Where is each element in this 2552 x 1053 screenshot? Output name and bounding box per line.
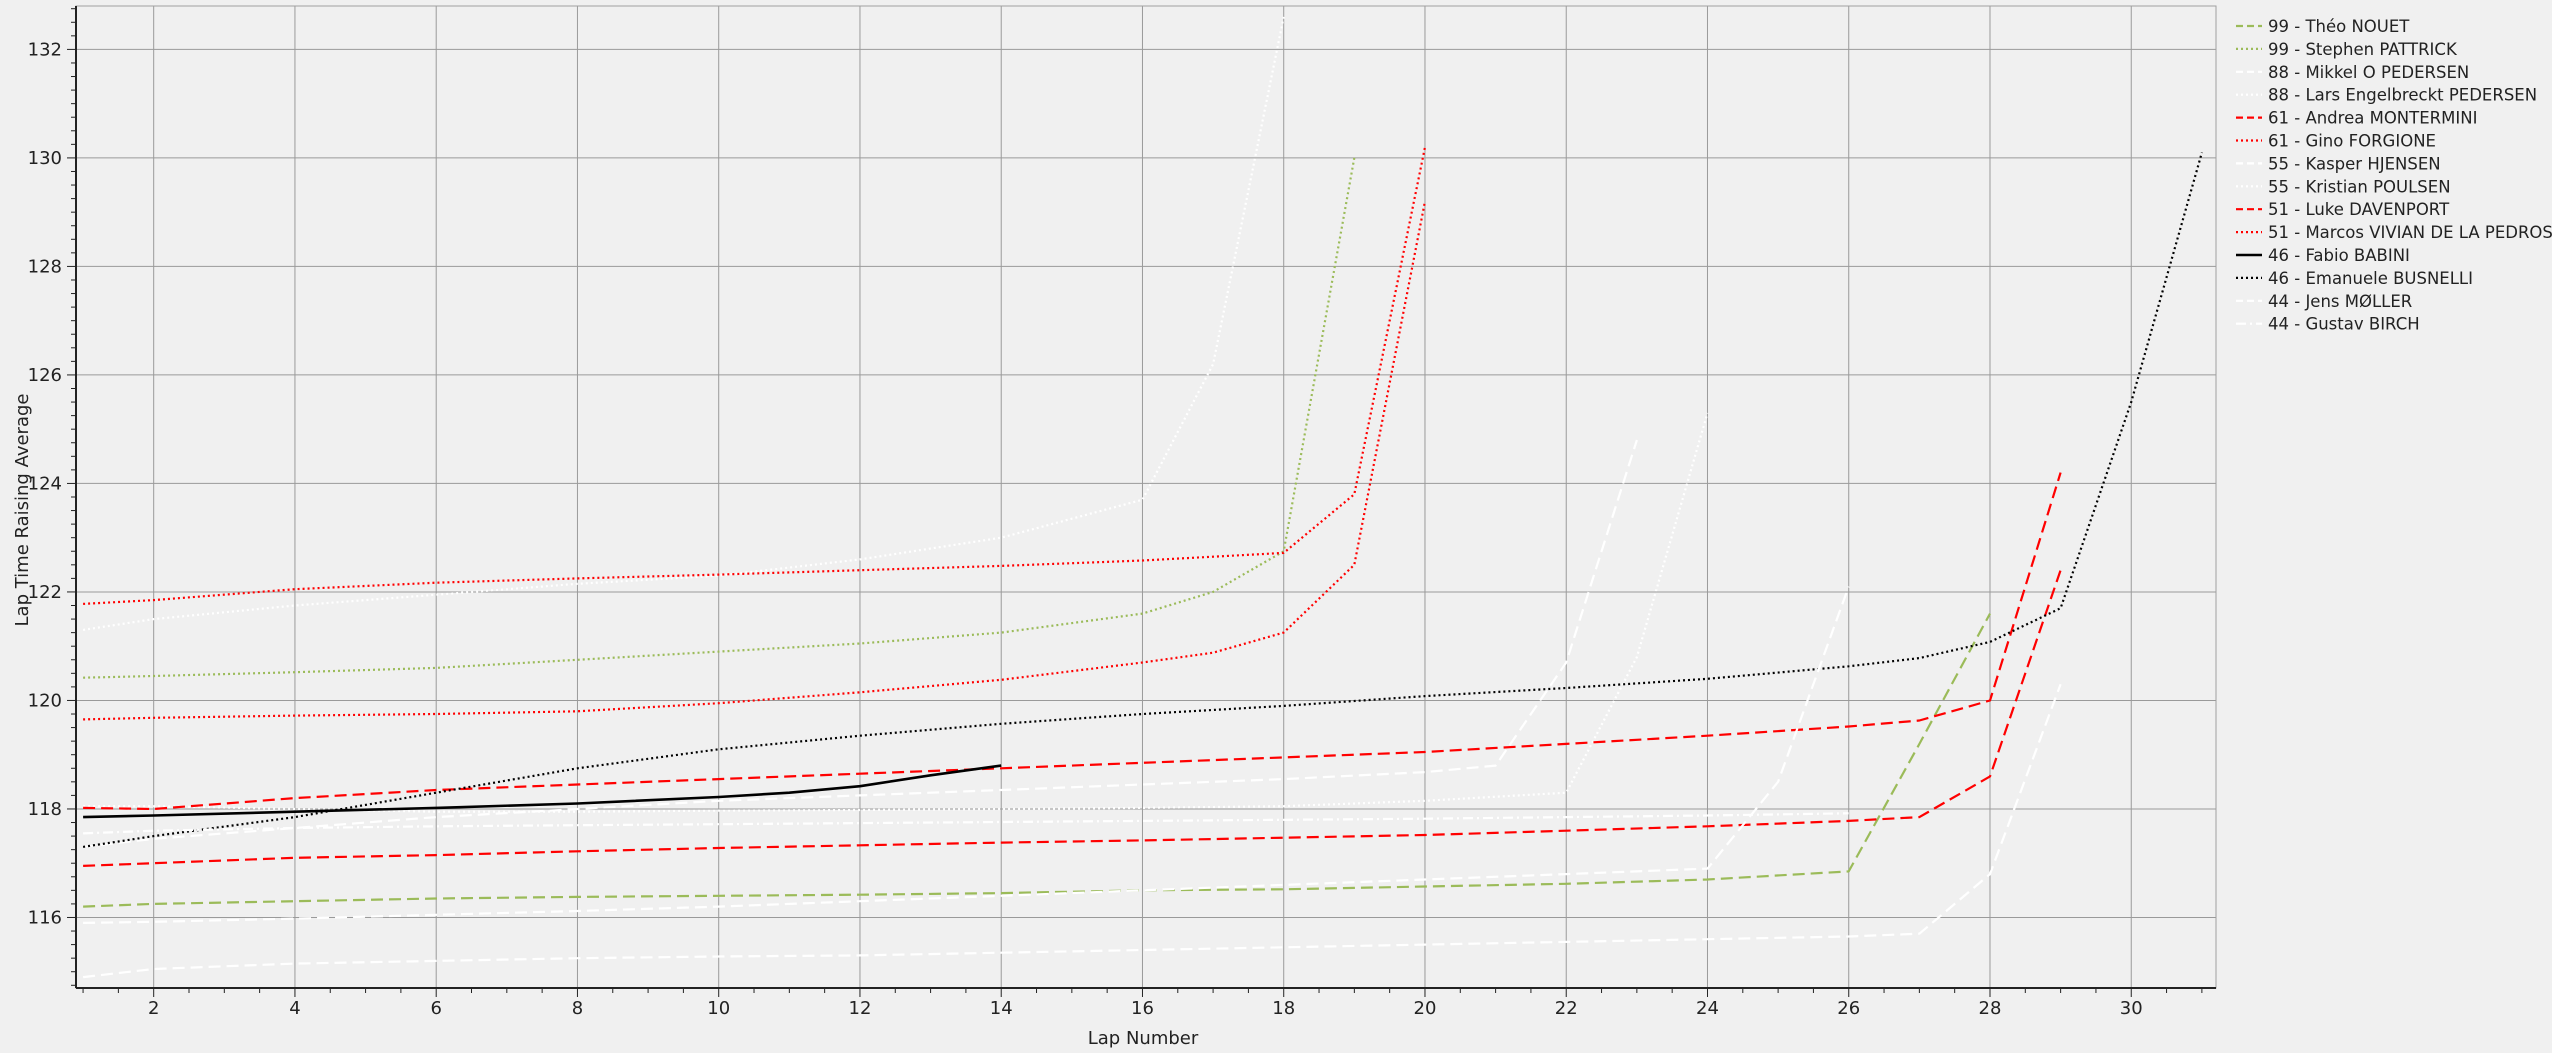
legend-item-51-luke-davenport: 51 - Luke DAVENPORT bbox=[2236, 200, 2450, 219]
series-line-55-kristian-poulsen bbox=[83, 412, 1709, 813]
x-tick-label: 16 bbox=[1131, 998, 1154, 1019]
legend-label: 88 - Lars Engelbreckt PEDERSEN bbox=[2268, 86, 2537, 105]
x-tick-label: 6 bbox=[430, 998, 441, 1019]
series-line-61-andrea-montermini bbox=[83, 569, 2062, 867]
legend-item-61-gino-forgione: 61 - Gino FORGIONE bbox=[2236, 132, 2436, 151]
legend-label: 99 - Théo NOUET bbox=[2268, 17, 2410, 36]
y-tick-label: 120 bbox=[28, 690, 62, 711]
x-tick-label: 2 bbox=[148, 998, 159, 1019]
x-tick-label: 28 bbox=[1979, 998, 2002, 1019]
legend-item-46-fabio-babini: 46 - Fabio BABINI bbox=[2236, 246, 2410, 265]
legend-label: 61 - Andrea MONTERMINI bbox=[2268, 109, 2477, 128]
legend-item-99-stephen-pattrick: 99 - Stephen PATTRICK bbox=[2236, 40, 2458, 59]
legend-label: 88 - Mikkel O PEDERSEN bbox=[2268, 63, 2469, 82]
y-tick-label: 126 bbox=[28, 365, 62, 386]
legend: 99 - Théo NOUET 99 - Stephen PATTRICK 88 -… bbox=[2236, 17, 2552, 334]
legend-label: 51 - Luke DAVENPORT bbox=[2268, 200, 2450, 219]
legend-item-55-kristian-poulsen: 55 - Kristian POULSEN bbox=[2236, 177, 2451, 196]
series-line-61-gino-forgione bbox=[83, 146, 1427, 605]
legend-item-44-gustav-birch: 44 - Gustav BIRCH bbox=[2236, 315, 2420, 334]
legend-item-44-jens-m-ller: 44 - Jens MØLLER bbox=[2236, 292, 2412, 311]
legend-label: 55 - Kristian POULSEN bbox=[2268, 177, 2451, 196]
y-tick-label: 128 bbox=[28, 256, 62, 277]
x-axis-title: Lap Number bbox=[1088, 1028, 1199, 1049]
x-tick-label: 12 bbox=[849, 998, 872, 1019]
legend-label: 55 - Kasper HJENSEN bbox=[2268, 154, 2441, 173]
legend-item-61-andrea-montermini: 61 - Andrea MONTERMINI bbox=[2236, 109, 2477, 128]
y-tick-label: 124 bbox=[28, 473, 62, 494]
legend-item-55-kasper-hjensen: 55 - Kasper HJENSEN bbox=[2236, 154, 2441, 173]
y-tick-label: 132 bbox=[28, 39, 62, 60]
x-tick-label: 26 bbox=[1837, 998, 1860, 1019]
legend-label: 51 - Marcos VIVIAN DE LA PEDROSA bbox=[2268, 223, 2552, 242]
legend-item-51-marcos-vivian-de-la-pedrosa: 51 - Marcos VIVIAN DE LA PEDROSA bbox=[2236, 223, 2552, 242]
series-line-55-kasper-hjensen bbox=[82, 439, 1638, 848]
x-tick-label: 18 bbox=[1272, 998, 1295, 1019]
tick-labels: 2 4 6 8 10 12 14 16 18 20 22 24 26 28 3011611812012212… bbox=[28, 39, 2143, 1019]
y-tick-label: 130 bbox=[28, 148, 62, 169]
legend-label: 46 - Fabio BABINI bbox=[2268, 246, 2410, 265]
x-tick-label: 8 bbox=[572, 998, 583, 1019]
series-line-46-fabio-babini bbox=[83, 764, 1002, 819]
x-tick-label: 10 bbox=[707, 998, 730, 1019]
legend-label: 61 - Gino FORGIONE bbox=[2268, 132, 2436, 151]
series-line-99-theo-nouet bbox=[83, 613, 1991, 908]
legend-item-99-theo-nouet: 99 - Théo NOUET bbox=[2236, 17, 2410, 36]
series-line-88-lars-engelbreckt-pedersen bbox=[82, 16, 1285, 631]
series-line-44-gustav-birch bbox=[83, 812, 1849, 835]
x-tick-label: 24 bbox=[1696, 998, 1719, 1019]
axes bbox=[67, 5, 2217, 997]
legend-label: 44 - Gustav BIRCH bbox=[2268, 315, 2420, 334]
legend-label: 99 - Stephen PATTRICK bbox=[2268, 40, 2458, 59]
series-line-51-luke-davenport bbox=[83, 472, 2062, 811]
legend-item-88-mikkel-o-pedersen: 88 - Mikkel O PEDERSEN bbox=[2236, 63, 2469, 82]
x-tick-label: 22 bbox=[1555, 998, 1578, 1019]
y-tick-label: 116 bbox=[28, 907, 62, 928]
series-line-44-jens-m-ller bbox=[83, 586, 1850, 924]
series-line-88-mikkel-o-pedersen bbox=[82, 683, 2062, 979]
series-line-51-marcos-vivian-de-la-pedrosa bbox=[83, 201, 1427, 721]
x-tick-label: 30 bbox=[2120, 998, 2143, 1019]
legend-item-46-emanuele-busnelli: 46 - Emanuele BUSNELLI bbox=[2236, 269, 2473, 288]
y-tick-label: 122 bbox=[28, 582, 62, 603]
legend-item-88-lars-engelbreckt-pedersen: 88 - Lars Engelbreckt PEDERSEN bbox=[2236, 86, 2537, 105]
series-lines bbox=[82, 16, 2203, 979]
x-tick-label: 20 bbox=[1414, 998, 1437, 1019]
series-line-99-stephen-pattrick bbox=[83, 157, 1356, 679]
y-tick-label: 118 bbox=[28, 799, 62, 820]
legend-label: 46 - Emanuele BUSNELLI bbox=[2268, 269, 2473, 288]
x-tick-label: 4 bbox=[289, 998, 300, 1019]
x-tick-label: 14 bbox=[990, 998, 1013, 1019]
y-axis-title: Lap Time Raising Average bbox=[12, 394, 33, 627]
grid bbox=[76, 6, 2216, 988]
legend-label: 44 - Jens MØLLER bbox=[2268, 292, 2412, 311]
